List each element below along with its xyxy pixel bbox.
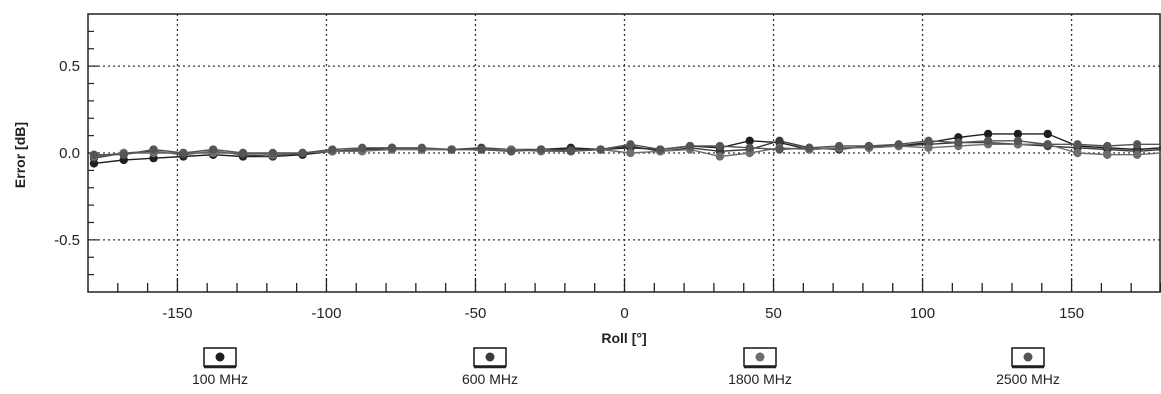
series-point bbox=[1073, 148, 1082, 158]
legend-marker bbox=[755, 352, 765, 362]
series-point bbox=[447, 145, 456, 154]
legend-marker bbox=[1023, 352, 1033, 362]
y-axis-title: Error [dB] bbox=[12, 122, 28, 188]
series-point bbox=[89, 150, 99, 159]
series-point bbox=[626, 148, 635, 158]
series-point bbox=[358, 143, 367, 152]
series-point bbox=[894, 140, 903, 149]
x-tick-labels: -150 -100 -50 0 50 100 150 bbox=[162, 305, 1084, 322]
series-point bbox=[268, 148, 277, 158]
series-point bbox=[238, 148, 248, 158]
series-point bbox=[983, 136, 993, 146]
series-point bbox=[507, 147, 516, 156]
legend-marker bbox=[485, 352, 495, 362]
series-100-mhz bbox=[89, 129, 1161, 168]
legend-label: 600 MHz bbox=[462, 371, 518, 387]
series-point bbox=[924, 143, 933, 152]
y-tick-labels: -0.5 0.0 0.5 bbox=[54, 58, 80, 249]
series-point bbox=[417, 143, 427, 152]
series-point bbox=[1013, 136, 1023, 146]
series-point bbox=[596, 145, 605, 154]
series-point bbox=[715, 152, 725, 161]
series-point bbox=[328, 145, 337, 154]
legend-entry: 100 MHz bbox=[192, 347, 248, 387]
legend-label: 100 MHz bbox=[192, 371, 248, 387]
x-tick-label: -150 bbox=[162, 305, 192, 322]
series-point bbox=[626, 140, 635, 149]
series-point bbox=[775, 145, 784, 154]
series-point bbox=[477, 145, 486, 154]
legend-entry: 1800 MHz bbox=[728, 347, 792, 387]
x-tick-label: 100 bbox=[910, 305, 935, 322]
series-point bbox=[715, 141, 725, 151]
legend: 100 MHz 600 MHz 1800 MHz 2500 MHz bbox=[192, 347, 1060, 387]
series-point bbox=[805, 143, 814, 152]
series-point bbox=[745, 143, 754, 152]
legend-label: 1800 MHz bbox=[728, 371, 792, 387]
series-2500-mhz bbox=[89, 136, 1161, 159]
series-point bbox=[954, 138, 963, 147]
y-tick-label: 0.5 bbox=[59, 58, 80, 75]
series-point bbox=[685, 141, 695, 151]
x-tick-label: -50 bbox=[465, 305, 487, 322]
series-point bbox=[1013, 129, 1023, 139]
series-point bbox=[1073, 140, 1082, 149]
series-point bbox=[864, 141, 874, 151]
series-point bbox=[924, 136, 933, 146]
minor-ticks bbox=[88, 30, 1161, 292]
series-point bbox=[1103, 150, 1112, 159]
series-point bbox=[1043, 140, 1052, 149]
x-axis-title: Roll [°] bbox=[601, 330, 646, 346]
series-point bbox=[119, 150, 128, 159]
y-tick-label: 0.0 bbox=[59, 145, 80, 162]
legend-label: 2500 MHz bbox=[996, 371, 1060, 387]
series-point bbox=[983, 129, 993, 139]
series-point bbox=[179, 148, 188, 158]
series-point bbox=[536, 145, 546, 154]
series-layer bbox=[89, 129, 1161, 168]
legend-marker bbox=[215, 352, 225, 362]
series-point bbox=[1132, 150, 1142, 159]
x-tick-label: 150 bbox=[1059, 305, 1084, 322]
x-tick-label: -100 bbox=[311, 305, 341, 322]
y-tick-label: -0.5 bbox=[54, 232, 80, 249]
series-point bbox=[1132, 140, 1142, 149]
series-point bbox=[745, 136, 754, 146]
series-point bbox=[149, 145, 158, 154]
series-point bbox=[566, 147, 576, 156]
series-point bbox=[387, 143, 397, 152]
series-point bbox=[1103, 141, 1112, 151]
legend-entry: 2500 MHz bbox=[996, 347, 1060, 387]
series-point bbox=[298, 148, 307, 158]
series-point bbox=[775, 136, 784, 146]
x-tick-label: 50 bbox=[765, 305, 782, 322]
legend-entry: 600 MHz bbox=[462, 347, 518, 387]
x-tick-label: 0 bbox=[620, 305, 628, 322]
series-point bbox=[834, 141, 844, 151]
series-point bbox=[656, 145, 665, 154]
series-point bbox=[1043, 129, 1052, 139]
series-point bbox=[208, 145, 218, 154]
